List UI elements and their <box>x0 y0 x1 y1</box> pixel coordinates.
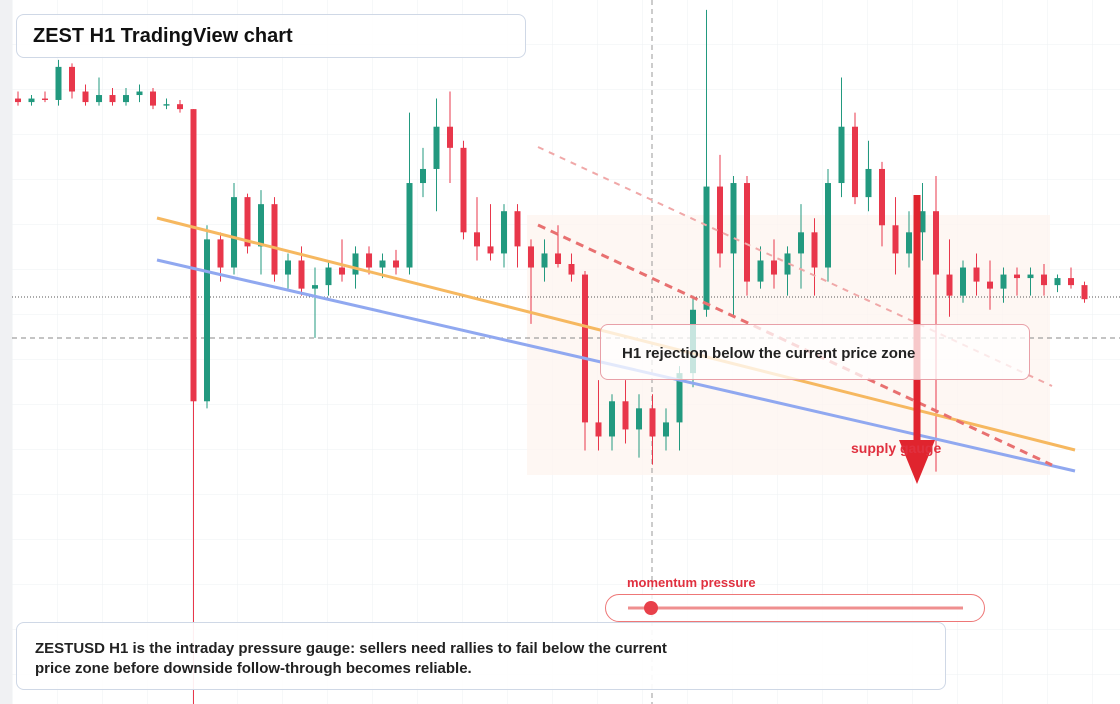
candle-body <box>204 239 210 402</box>
candle-body <box>15 98 21 103</box>
candle-body <box>136 91 143 96</box>
candle-body <box>285 260 291 275</box>
candle-body <box>730 183 737 254</box>
candle-body <box>555 253 561 264</box>
candle-body <box>447 126 453 148</box>
candle-body <box>1054 278 1061 286</box>
candle-body <box>28 98 35 103</box>
candle-body <box>919 211 926 233</box>
caption-box: ZESTUSD H1 is the intraday pressure gaug… <box>16 622 946 690</box>
candle-body <box>420 168 426 184</box>
candle-body <box>595 422 602 437</box>
candle-body <box>852 126 858 198</box>
candle-body <box>298 260 305 289</box>
candle-body <box>960 267 966 296</box>
candle-body <box>487 246 494 254</box>
candle-body <box>55 66 62 100</box>
candle-body <box>838 126 845 184</box>
candle-body <box>271 204 278 275</box>
candle-body <box>798 232 804 254</box>
candle-body <box>433 126 440 169</box>
scale-edge <box>0 0 12 704</box>
chart-title: ZEST H1 TradingView chart <box>16 14 526 58</box>
candle-body <box>312 285 318 289</box>
arrow-head <box>899 440 935 484</box>
candle-body <box>339 267 345 275</box>
candle-body <box>892 225 899 254</box>
candle-body <box>244 197 251 247</box>
candle-body <box>190 109 197 402</box>
candle-body <box>474 232 480 247</box>
candle-body <box>366 253 372 268</box>
candle-body <box>231 197 237 268</box>
candle-body <box>150 91 156 106</box>
candle-body <box>42 98 48 100</box>
candle-body <box>82 91 89 103</box>
candle-body <box>906 232 912 254</box>
candle-body <box>703 186 710 310</box>
caption: ZESTUSD H1 is the intraday pressure gaug… <box>35 640 667 677</box>
candle-body <box>1000 274 1007 289</box>
candle-body <box>744 183 750 282</box>
candle-body <box>676 373 683 423</box>
candle-body <box>811 232 818 268</box>
candle-body <box>568 264 575 275</box>
candle-body <box>717 186 723 254</box>
candle-body <box>393 260 399 268</box>
candle-body <box>528 246 534 268</box>
candle-body <box>946 274 953 296</box>
candle-body <box>1041 274 1047 286</box>
slider-label: momentum pressure <box>627 575 756 590</box>
candle-body <box>582 274 588 423</box>
candle-body <box>609 401 615 437</box>
candle-body <box>325 267 332 286</box>
candle-body <box>379 260 386 268</box>
annotation: H1 rejection below the current price zon… <box>600 324 1030 380</box>
candle-body <box>217 239 224 268</box>
annotation: supply gauge <box>851 440 942 456</box>
candle-body <box>163 104 170 106</box>
candle-body <box>865 168 872 198</box>
candle-body <box>879 168 885 226</box>
candle-body <box>96 95 102 103</box>
candle-body <box>973 267 980 282</box>
candle-body <box>987 281 993 289</box>
candle-body <box>825 183 831 268</box>
candle-body <box>771 260 777 275</box>
candle-body <box>460 147 467 233</box>
candle-body <box>1014 274 1020 279</box>
candle-body <box>757 260 764 282</box>
candle-body <box>933 211 939 275</box>
candle-body <box>784 253 791 275</box>
candle-body <box>622 401 629 430</box>
candle-body <box>663 422 669 437</box>
slider-track <box>628 601 963 615</box>
slider <box>605 594 985 622</box>
candle-body <box>1081 285 1088 300</box>
candle-body <box>352 253 359 275</box>
candle-body <box>406 183 413 268</box>
candle-body <box>636 408 642 430</box>
candle-body <box>123 95 129 103</box>
candle-body <box>69 66 75 92</box>
candle-body <box>514 211 521 247</box>
candle-body <box>501 211 507 254</box>
candle-body <box>1027 274 1034 279</box>
candle-body <box>1068 278 1074 286</box>
candle-body <box>109 95 116 103</box>
candle-body <box>649 408 656 437</box>
candle-body <box>541 253 548 268</box>
candle-body <box>177 104 183 110</box>
candle-body <box>258 204 264 247</box>
